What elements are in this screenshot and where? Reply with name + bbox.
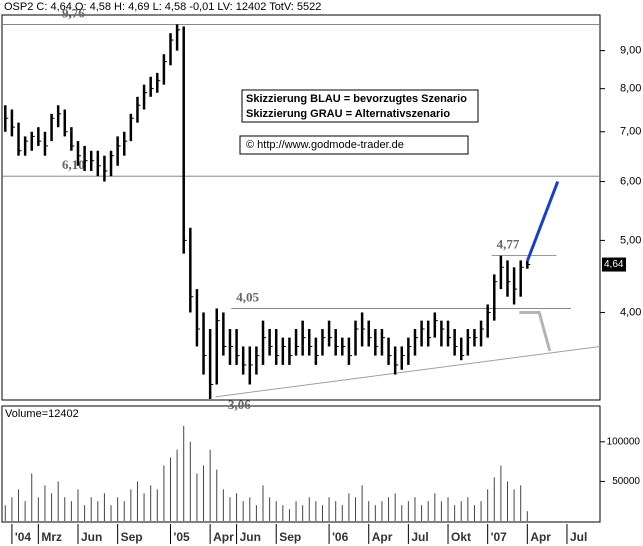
x-tick-label: Jul: [411, 530, 428, 544]
x-tick-label: Jun: [81, 530, 102, 544]
y-tick-label: 6,00: [620, 175, 641, 187]
y-tick-label: 5,00: [620, 234, 641, 246]
y-tick-label: 50000: [612, 476, 640, 487]
x-tick-label: Mrz: [41, 530, 62, 544]
source-box: [239, 135, 469, 155]
last-price-label: 4,64: [604, 259, 624, 270]
source: © http://www.godmode-trader.de: [246, 139, 404, 151]
x-tick-label: '07: [491, 530, 508, 544]
volume-label: Volume=12402: [5, 408, 79, 420]
y-tick-label: 9,00: [620, 45, 641, 57]
volume-panel: [1, 405, 601, 523]
x-tick-label: Apr: [530, 530, 551, 544]
last-price-box: [602, 257, 626, 272]
y-tick-label: 8,00: [620, 83, 641, 95]
x-tick-label: '04: [15, 530, 32, 544]
note: Skizzierung BLAU = bevorzugtes Szenario: [246, 93, 467, 105]
x-tick-label: '06: [332, 530, 349, 544]
y-tick-label: 4,00: [620, 306, 641, 318]
x-tick-label: Okt: [451, 530, 471, 544]
x-tick-label: Sep: [279, 530, 301, 544]
x-tick-label: Apr: [213, 530, 234, 544]
scenario-line: [519, 310, 552, 352]
volume-label-box: [3, 407, 79, 420]
level-label: 4,77: [497, 237, 520, 252]
chart-title: OSP2 C: 4,64 O: 4,58 H: 4,69 L: 4,58 -0,…: [4, 1, 321, 13]
level-label: 4,05: [236, 289, 259, 304]
trendline: [215, 345, 601, 398]
level-label: 6,10: [62, 157, 85, 172]
scenario-line: [525, 181, 560, 262]
x-tick-label: '05: [173, 530, 190, 544]
x-tick-label: Apr: [372, 530, 393, 544]
note: Skizzierung GRAU = Alternativszenario: [246, 108, 450, 120]
price-panel: [1, 14, 601, 401]
x-tick-label: Jun: [240, 530, 261, 544]
x-tick-label: Jul: [570, 530, 587, 544]
x-tick-label: Sep: [121, 530, 143, 544]
y-tick-label: 100000: [607, 436, 641, 447]
level-label: 9,76: [62, 5, 85, 20]
level-label: 3,06: [228, 397, 251, 412]
y-tick-label: 7,00: [620, 126, 641, 138]
note-box: [241, 89, 479, 123]
